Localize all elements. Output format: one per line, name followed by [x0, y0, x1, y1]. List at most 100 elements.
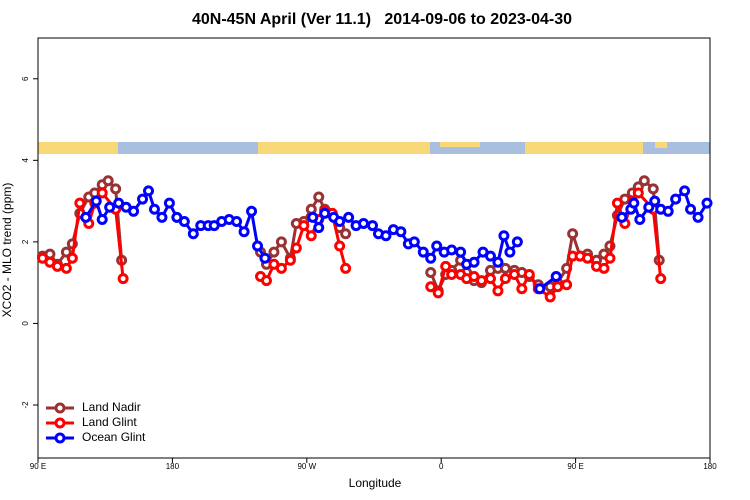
data-point	[638, 175, 650, 187]
data-point	[523, 269, 535, 281]
land-ocean-strip	[38, 142, 710, 154]
plot-frame	[37, 37, 711, 459]
data-point	[290, 242, 302, 254]
x-axis-label: Longitude	[349, 476, 402, 490]
data-point	[74, 197, 86, 209]
data-point	[455, 246, 467, 258]
x-tick-label: 90 W	[297, 462, 316, 471]
data-point	[679, 185, 691, 197]
data-point	[499, 262, 511, 274]
data-point	[634, 213, 646, 225]
data-point	[484, 273, 496, 285]
data-point	[259, 252, 271, 264]
data-point	[343, 211, 355, 223]
data-point	[340, 262, 352, 274]
data-point	[367, 220, 379, 232]
data-point	[647, 183, 659, 195]
data-point	[268, 246, 280, 258]
data-point	[143, 185, 155, 197]
data-point	[80, 211, 92, 223]
data-point	[498, 230, 510, 242]
y-tick-label: 4	[21, 158, 30, 163]
data-point	[298, 220, 310, 232]
y-axis-label: XCO2 - MLO trend (ppm)	[0, 183, 14, 318]
series-line	[42, 178, 661, 295]
data-point	[492, 285, 504, 297]
data-point	[307, 211, 319, 223]
data-point	[163, 197, 175, 209]
data-point	[110, 183, 122, 195]
data-point	[417, 246, 429, 258]
data-point	[550, 271, 562, 283]
data-point	[231, 215, 243, 227]
data-point	[275, 236, 287, 248]
chart-title: 40N-45N April (Ver 11.1) 2014-09-06 to 2…	[192, 11, 572, 28]
data-point	[313, 191, 325, 203]
x-tick-label: 180	[166, 462, 180, 471]
data-point	[187, 228, 199, 240]
x-tick-label: 90 E	[567, 462, 583, 471]
x-tick-label: 180	[703, 462, 717, 471]
data-point	[60, 246, 72, 258]
data-point	[662, 205, 674, 217]
data-point	[508, 269, 520, 281]
legend-label: Land Nadir	[82, 400, 141, 414]
data-point	[446, 269, 458, 281]
data-point	[440, 260, 452, 272]
data-point	[252, 240, 264, 252]
data-point	[544, 291, 556, 303]
data-point	[446, 244, 458, 256]
data-point	[334, 215, 346, 227]
data-point	[492, 256, 504, 268]
data-point	[643, 201, 655, 213]
data-point	[137, 193, 149, 205]
data-point	[534, 283, 546, 295]
data-point	[632, 187, 644, 199]
data-point	[598, 262, 610, 274]
data-point	[340, 228, 352, 240]
data-point	[476, 275, 488, 287]
data-point	[148, 203, 160, 215]
data-point	[96, 187, 108, 199]
data-point	[431, 240, 443, 252]
data-point	[567, 228, 579, 240]
data-point	[561, 279, 573, 291]
data-point	[104, 201, 116, 213]
y-tick-label: 2	[21, 239, 30, 244]
data-point	[90, 195, 102, 207]
y-tick-label: 6	[21, 76, 30, 81]
data-point	[649, 195, 661, 207]
data-point	[284, 254, 296, 266]
data-point	[425, 266, 437, 278]
legend-label: Ocean Glint	[82, 430, 146, 444]
data-point	[511, 236, 523, 248]
data-point	[468, 256, 480, 268]
data-point	[425, 281, 437, 293]
legend-marker	[54, 432, 66, 444]
data-point	[305, 230, 317, 242]
data-point	[128, 205, 140, 217]
data-point	[313, 222, 325, 234]
data-point	[611, 197, 623, 209]
x-tick-label: 90 E	[30, 462, 46, 471]
data-point	[358, 218, 370, 230]
data-point	[156, 211, 168, 223]
data-point	[670, 193, 682, 205]
legend-label: Land Glint	[82, 415, 137, 429]
data-point	[685, 203, 697, 215]
data-point	[395, 226, 407, 238]
data-point	[66, 252, 78, 264]
data-point	[334, 240, 346, 252]
data-point	[51, 260, 63, 272]
data-point	[425, 252, 437, 264]
data-point	[552, 281, 564, 293]
x-tick-label: 0	[439, 462, 444, 471]
data-point	[628, 197, 640, 209]
data-point	[275, 262, 287, 274]
legend-marker	[54, 402, 66, 414]
data-point	[655, 273, 667, 285]
data-point	[238, 226, 250, 238]
data-point	[604, 252, 616, 264]
data-point	[616, 211, 628, 223]
